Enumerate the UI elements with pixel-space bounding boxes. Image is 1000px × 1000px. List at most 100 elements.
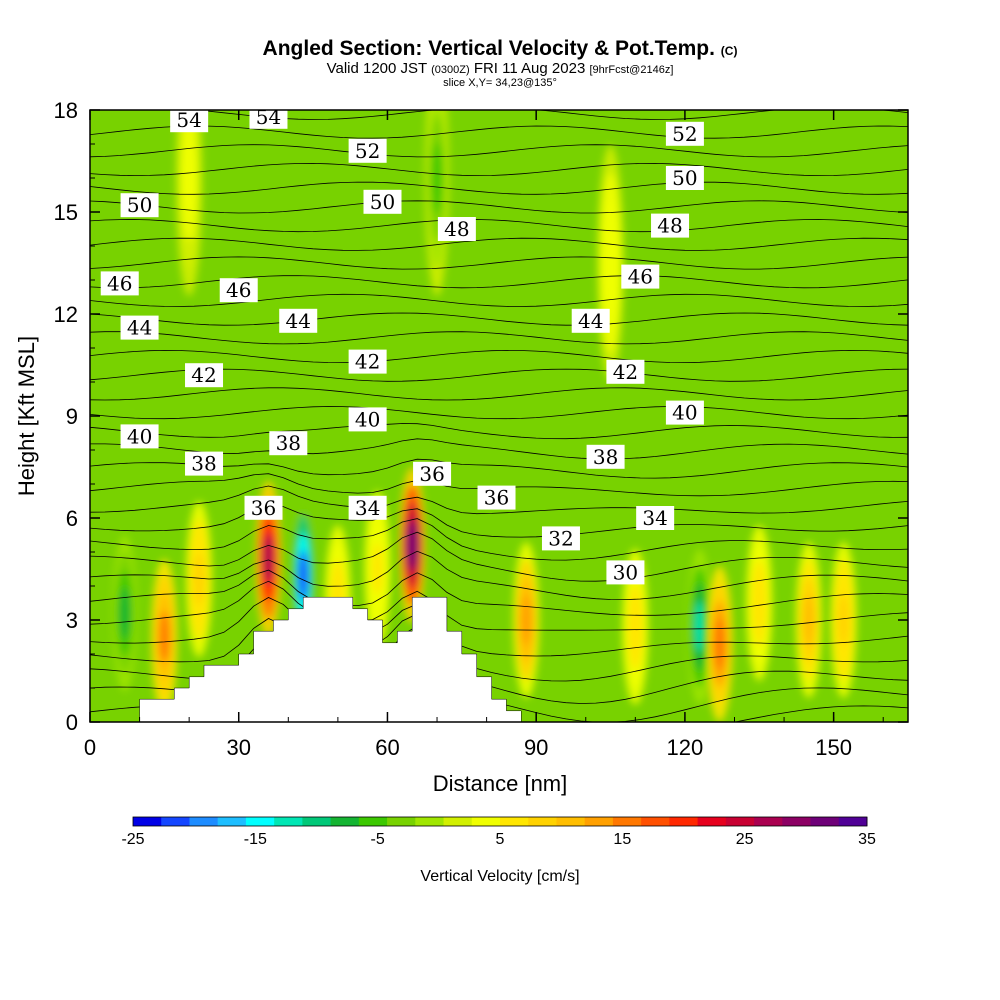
contour-label-box: [219, 278, 258, 303]
contour-label-text: 44: [127, 316, 152, 340]
y-tick-label: 18: [54, 98, 78, 123]
colorbar-swatch: [556, 817, 586, 826]
y-tick-label: 15: [54, 200, 78, 225]
contour-label: 36: [413, 461, 452, 486]
contour-label-text: 40: [127, 424, 152, 448]
velocity-cell-shape: [158, 611, 170, 663]
velocity-cell-shape: [431, 142, 443, 214]
copyright-mark: (C): [720, 44, 738, 58]
contour-label-box: [348, 349, 387, 374]
contour-label: 52: [665, 121, 704, 146]
colorbar: -25 -15 -5 5 15 25 35: [121, 816, 876, 848]
colorbar-tick-label: -15: [244, 831, 267, 848]
contour-label: 50: [665, 166, 704, 190]
contour-label: 44: [120, 315, 159, 340]
x-tick-label: 0: [84, 735, 96, 760]
velocity-cell-shape: [193, 553, 205, 605]
x-tick-label: 90: [524, 735, 548, 760]
colorbar-swatch: [358, 817, 388, 826]
forecast-info: [9hrFcst@2146z]: [589, 64, 674, 76]
theta-contour-line: [90, 569, 908, 616]
velocity-cell: [112, 535, 137, 692]
contour-label: 50: [120, 193, 159, 218]
colorbar-swatch: [838, 817, 868, 826]
colorbar-swatch: [612, 817, 642, 826]
velocity-cell: [255, 480, 282, 637]
velocity-cell-shape: [803, 594, 815, 646]
slice-info: slice X,Y= 34,23@135°: [443, 77, 557, 89]
colorbar-swatch: [782, 817, 812, 826]
contour-label: 46: [219, 278, 258, 303]
contour-label-text: 50: [672, 166, 697, 190]
theta-contour-line: [90, 368, 908, 382]
contour-label: 44: [279, 308, 318, 333]
contour-label: 40: [348, 407, 387, 432]
contour-label-box: [120, 424, 159, 449]
contour-label-text: 52: [672, 122, 697, 146]
contour-label-box: [665, 121, 704, 146]
colorbar-frame: [132, 816, 868, 827]
velocity-cell: [706, 565, 733, 722]
chart-title: Angled Section: Vertical Velocity & Pot.…: [0, 38, 1000, 62]
colorbar-swatch: [697, 817, 727, 826]
theta-contour-line: [90, 518, 908, 561]
contour-label: 42: [348, 349, 387, 374]
colorbar-tick-label: -25: [121, 831, 144, 848]
colorbar-swatch: [754, 817, 783, 826]
valid-prefix: Valid 1200 JST: [326, 60, 427, 77]
contour-label-text: 32: [548, 526, 573, 550]
y-tick-label: 3: [66, 608, 78, 633]
theta-contour-line: [90, 550, 908, 601]
velocity-cell-shape: [262, 533, 274, 585]
velocity-cell: [597, 145, 624, 381]
chart-valid-time: Valid 1200 JST (0300Z) FRI 11 Aug 2023 […: [0, 60, 1000, 77]
colorbar-swatch: [189, 817, 219, 826]
contour-label-box: [586, 444, 625, 469]
contour-label-text: 46: [628, 265, 653, 289]
valid-utc: (0300Z): [431, 64, 470, 76]
contour-label-text: 54: [176, 108, 201, 132]
velocity-cell: [176, 110, 203, 296]
chart-title-main: Angled Section: Vertical Velocity & Pot.…: [262, 37, 715, 60]
colorbar-swatch: [387, 817, 416, 826]
contour-label-box: [348, 138, 387, 163]
colorbar-swatch: [302, 817, 332, 826]
colorbar-swatch: [471, 817, 501, 826]
contour-label: 50: [363, 189, 402, 214]
y-tick-label: 12: [54, 302, 78, 327]
theta-contour-line: [90, 237, 908, 251]
x-axis-title: Distance [nm]: [433, 771, 568, 796]
contour-label: 30: [606, 560, 645, 585]
contour-label-box: [651, 213, 690, 238]
contour-label: 42: [606, 359, 645, 384]
contour-label-text: 40: [672, 401, 697, 425]
contour-label: 54: [249, 105, 288, 129]
contour-label-text: 36: [484, 486, 509, 510]
theta-contour-line: [90, 162, 908, 177]
colorbar-swatch: [415, 817, 445, 826]
contour-label-text: 36: [419, 462, 444, 486]
contour-label: 48: [651, 213, 690, 238]
velocity-cell: [399, 467, 426, 624]
contour-label-text: 42: [355, 350, 380, 374]
theta-contour-line: [90, 531, 908, 582]
contour-label: 34: [348, 495, 387, 520]
contour-label: 40: [665, 400, 704, 425]
contour-label-text: 46: [226, 278, 251, 302]
contour-label: 46: [100, 271, 139, 296]
contour-label-text: 54: [256, 105, 281, 129]
contour-label-text: 46: [107, 271, 132, 295]
contour-label-text: 30: [613, 560, 638, 584]
contour-label-box: [437, 217, 476, 241]
colorbar-swatch: [274, 817, 303, 826]
y-axis-title: Height [Kft MSL]: [14, 336, 39, 496]
contour-label-box: [279, 308, 318, 333]
contour-label-text: 40: [355, 407, 380, 431]
contour-label: 46: [621, 264, 660, 289]
theta-contour-line: [90, 89, 908, 101]
x-tick-label: 30: [226, 735, 250, 760]
contour-label: 38: [269, 431, 308, 456]
velocity-cell-shape: [714, 618, 726, 670]
contour-label: 54: [170, 108, 209, 133]
